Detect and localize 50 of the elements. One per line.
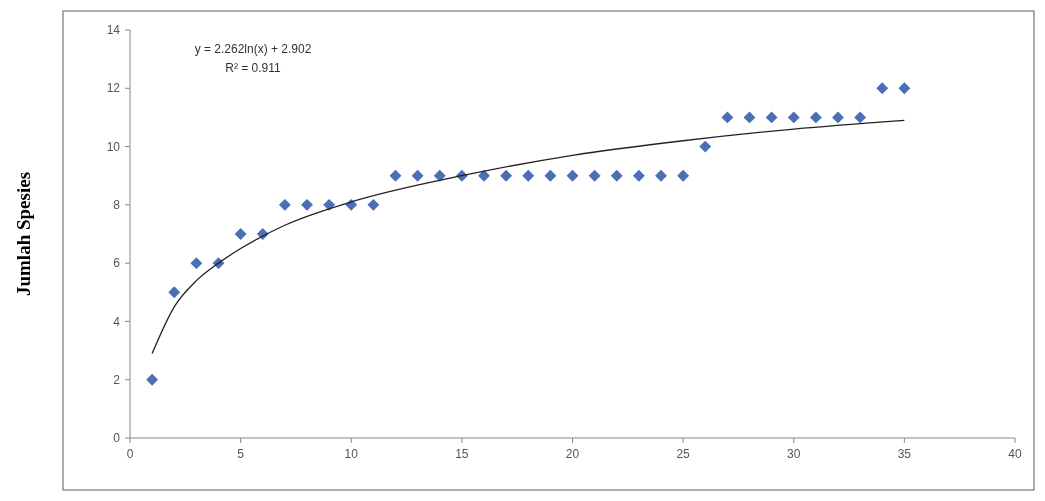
x-tick-label: 5 xyxy=(237,447,245,461)
point xyxy=(566,169,579,182)
y-tick-label: 4 xyxy=(113,314,121,329)
y-axis-title: Jumlah Spesies xyxy=(13,171,34,297)
point xyxy=(743,111,756,124)
point xyxy=(655,169,667,182)
point xyxy=(367,198,380,211)
x-tick-label: 35 xyxy=(897,447,912,461)
x-tick-label: 20 xyxy=(565,447,580,461)
x-tick-label: 15 xyxy=(455,447,469,461)
point xyxy=(699,140,712,153)
point xyxy=(146,373,159,386)
x-tick-label: 30 xyxy=(787,447,801,461)
y-tick-label: 14 xyxy=(106,23,121,38)
point xyxy=(411,169,424,182)
y-tick-label: 12 xyxy=(106,81,121,96)
point xyxy=(765,111,778,124)
x-tick-label: 10 xyxy=(344,447,359,461)
point xyxy=(478,169,490,182)
point xyxy=(610,169,623,182)
y-tick-label: 2 xyxy=(113,372,121,387)
y-tick-label: 0 xyxy=(113,431,121,446)
point xyxy=(876,82,889,95)
point xyxy=(301,198,313,211)
y-tick-label: 8 xyxy=(113,198,121,213)
point xyxy=(522,169,535,182)
point xyxy=(500,169,513,182)
point xyxy=(632,169,645,182)
point xyxy=(787,111,800,124)
annotation: y = 2.262ln(x) + 2.902 xyxy=(194,42,312,56)
y-tick-label: 6 xyxy=(113,256,121,271)
y-tick-label: 10 xyxy=(106,139,121,154)
point xyxy=(389,169,402,182)
line-series xyxy=(151,119,906,355)
point xyxy=(832,111,844,124)
point xyxy=(677,169,690,182)
x-tick-label: 0 xyxy=(126,447,134,461)
point xyxy=(234,228,247,240)
point xyxy=(168,286,181,299)
point xyxy=(190,257,203,270)
annotation: R² = 0.911 xyxy=(225,61,282,75)
point xyxy=(854,111,867,124)
point xyxy=(278,198,291,211)
point xyxy=(721,111,734,124)
point xyxy=(544,169,557,182)
point xyxy=(809,111,822,124)
point xyxy=(588,169,601,182)
x-tick-label: 40 xyxy=(1008,447,1022,461)
point xyxy=(898,82,911,95)
x-tick-label: 25 xyxy=(676,447,691,461)
